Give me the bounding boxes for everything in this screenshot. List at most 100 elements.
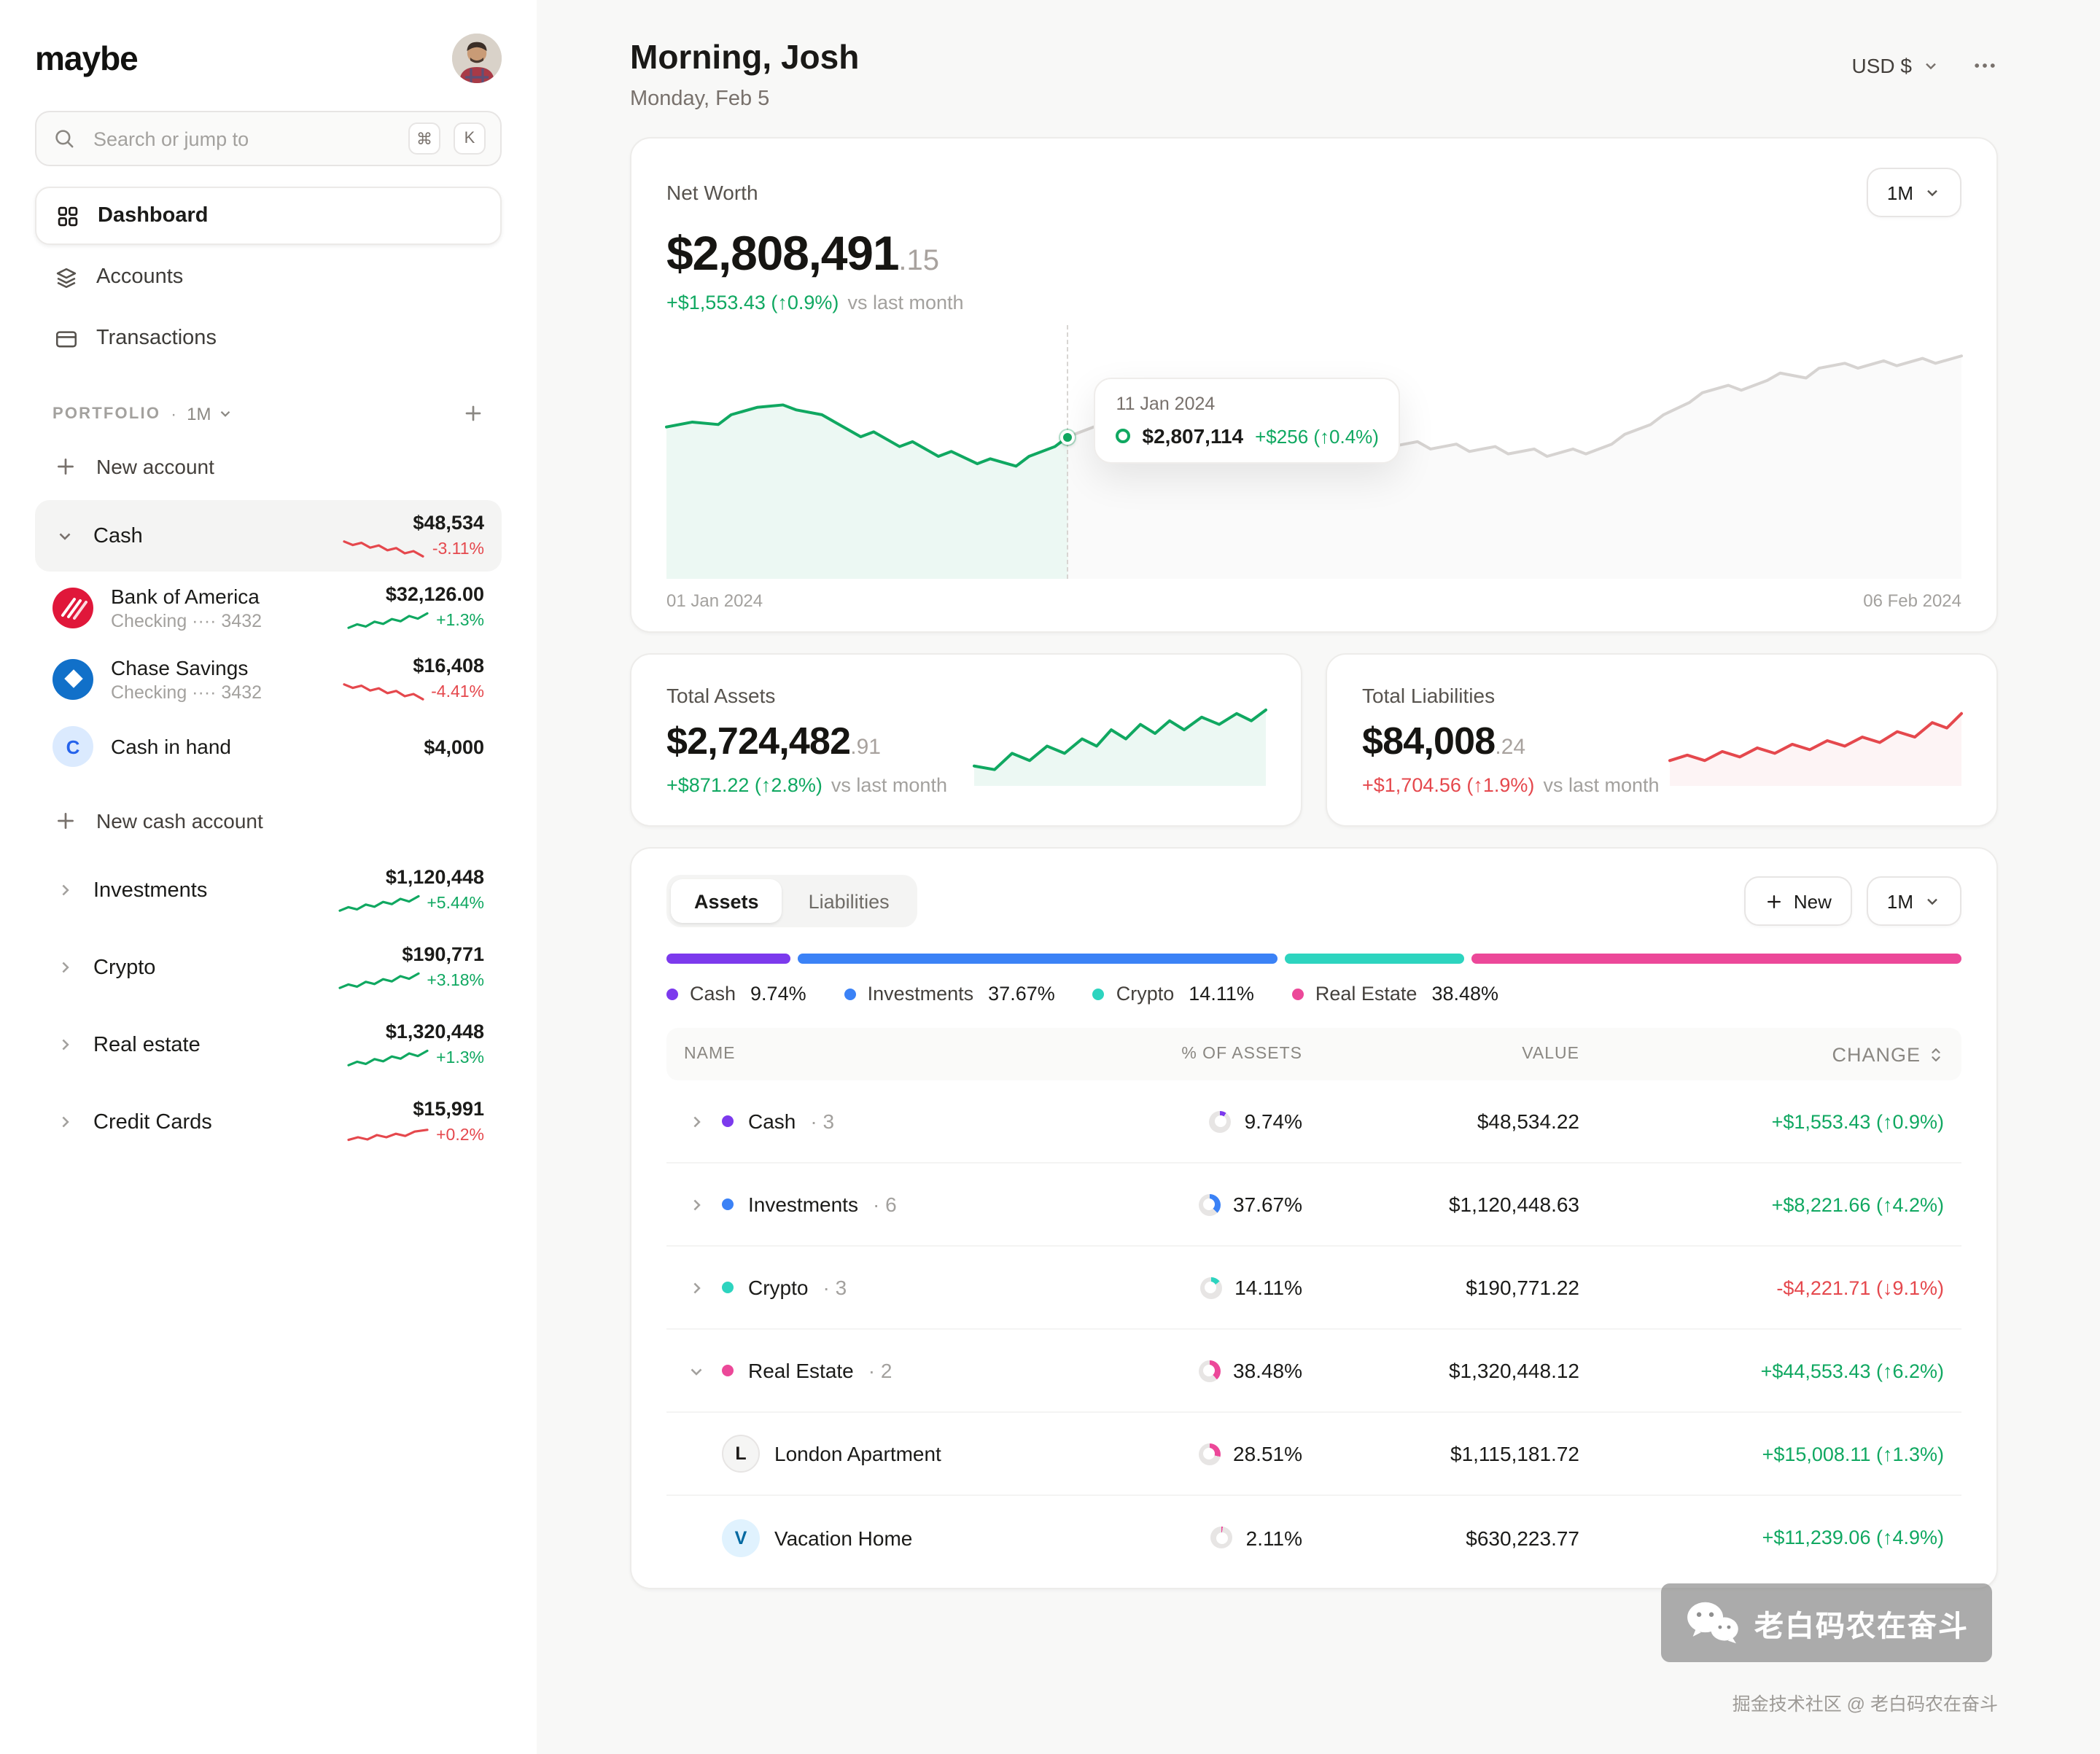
portfolio-label: PORTFOLIO (52, 405, 161, 422)
new-cash-account-button[interactable]: New cash account (35, 790, 502, 851)
group-change: +5.44% (427, 894, 484, 912)
category-dot (722, 1282, 734, 1293)
group-change: +3.18% (427, 972, 484, 989)
legend-dot (844, 988, 856, 999)
tooltip-marker-icon (1116, 429, 1131, 444)
table-row-investments[interactable]: Investments · 6 37.67% $1,120,448.63 +$8… (666, 1164, 1961, 1247)
chevron-right-icon[interactable] (52, 881, 76, 900)
bank-of-america-logo (52, 587, 93, 628)
user-avatar[interactable] (452, 34, 502, 83)
net-worth-line-chart (666, 334, 1961, 579)
sidebar-item-accounts[interactable]: Accounts (35, 248, 502, 306)
allocation-segment-real-estate (1471, 954, 1962, 964)
account-row-chase[interactable]: Chase Savings Checking ···· 3432 $16,408… (35, 643, 502, 714)
asset-liability-tabs: Assets Liabilities (666, 875, 917, 927)
pct-donut-icon (1198, 1443, 1221, 1465)
group-change: +1.3% (436, 1049, 484, 1067)
search-bar[interactable]: ⌘ K (35, 111, 502, 166)
table-row-real-estate[interactable]: Real Estate · 2 38.48% $1,320,448.12 +$4… (666, 1330, 1961, 1413)
tooltip-change: +$256 (↑0.4%) (1255, 425, 1379, 448)
total-liabilities-label: Total Liabilities (1362, 684, 1496, 707)
chevron-down-icon (1927, 190, 1937, 197)
new-account-button[interactable]: New account (35, 436, 502, 497)
allocation-segment-investments (798, 954, 1278, 964)
group-value: $190,771 (402, 943, 484, 965)
cash-in-hand-logo: C (52, 726, 93, 767)
chevron-right-icon[interactable] (684, 1112, 707, 1131)
tooltip-date: 11 Jan 2024 (1116, 394, 1216, 415)
wechat-watermark: 老白码农在奋斗 (1661, 1583, 1992, 1662)
group-name: Credit Cards (93, 1110, 212, 1134)
nav-label: Accounts (96, 265, 184, 289)
table-row-vacation-home[interactable]: V Vacation Home 2.11% $630,223.77 +$11,2… (666, 1496, 1961, 1579)
cash-group-row[interactable]: Cash $48,534 -3.11% (35, 500, 502, 572)
chevron-right-icon[interactable] (52, 1035, 76, 1054)
chevron-down-icon[interactable] (684, 1361, 707, 1380)
sort-icon[interactable] (1928, 1045, 1944, 1064)
hover-point (1060, 429, 1076, 445)
chevron-down-icon (220, 411, 230, 417)
chevron-right-icon[interactable] (684, 1195, 707, 1214)
sidebar-group-investments[interactable]: Investments $1,120,448 +5.44% (35, 851, 502, 929)
new-asset-button[interactable]: New (1743, 876, 1852, 926)
sparkline (339, 970, 418, 991)
group-name: Real estate (93, 1033, 201, 1056)
account-change: -4.41% (431, 683, 484, 701)
chevron-down-icon[interactable] (52, 526, 76, 545)
currency-select[interactable]: USD $ (1852, 54, 1940, 77)
tab-assets[interactable]: Assets (671, 879, 782, 923)
sidebar-item-dashboard[interactable]: Dashboard (35, 187, 502, 245)
total-assets-label: Total Assets (666, 684, 776, 707)
account-value: $32,126.00 (385, 583, 484, 605)
assets-sparkline (974, 695, 1266, 785)
net-worth-chart[interactable]: 11 Jan 2024 $2,807,114 +$256 (↑0.4%) (666, 325, 1961, 579)
dashboard-grid-icon (54, 203, 80, 228)
breakdown-card: Assets Liabilities New 1M (630, 847, 1998, 1589)
more-menu-icon[interactable] (1972, 52, 1998, 79)
wechat-icon (1687, 1602, 1738, 1644)
portfolio-period-select[interactable]: 1M (187, 403, 233, 424)
net-worth-label: Net Worth (666, 181, 758, 204)
sidebar-group-crypto[interactable]: Crypto $190,771 +3.18% (35, 929, 502, 1006)
axis-end-label: 06 Feb 2024 (1863, 590, 1961, 611)
table-header: NAME % OF ASSETS VALUE CHANGE (666, 1028, 1961, 1080)
allocation-segment-crypto (1284, 954, 1465, 964)
search-input[interactable] (90, 126, 395, 151)
legend-item: Investments 37.67% (844, 983, 1055, 1005)
sparkline (343, 681, 422, 703)
breakdown-period-select[interactable]: 1M (1866, 876, 1961, 926)
account-change: +1.3% (436, 612, 484, 629)
sidebar-group-credit-cards[interactable]: Credit Cards $15,991 +0.2% (35, 1083, 502, 1161)
table-row-crypto[interactable]: Crypto · 3 14.11% $190,771.22 -$4,221.71… (666, 1247, 1961, 1330)
account-initial-badge: V (722, 1519, 760, 1556)
table-row-london-apartment[interactable]: L London Apartment 28.51% $1,115,181.72 … (666, 1413, 1961, 1496)
watermark-text: 老白码农在奋斗 (1754, 1610, 1969, 1642)
vs-last-month: vs last month (847, 292, 964, 313)
sidebar-group-real-estate[interactable]: Real estate $1,320,448 +1.3% (35, 1006, 502, 1083)
page-date: Monday, Feb 5 (630, 87, 770, 111)
account-row-cash-in-hand[interactable]: C Cash in hand $4,000 (35, 714, 502, 779)
account-initial-badge: L (722, 1435, 760, 1473)
account-row-bofa[interactable]: Bank of America Checking ···· 3432 $32,1… (35, 572, 502, 643)
sparkline (345, 538, 424, 560)
sidebar-item-transactions[interactable]: Transactions (35, 309, 502, 367)
chevron-right-icon[interactable] (684, 1278, 707, 1297)
sparkline (349, 1047, 427, 1069)
pct-donut-icon (1210, 1527, 1233, 1548)
total-liabilities-card: Total Liabilities $84,008.24 +$1,704.56 … (1326, 653, 1998, 827)
net-worth-period-select[interactable]: 1M (1866, 168, 1961, 217)
pct-donut-icon (1198, 1360, 1221, 1381)
account-sub: Checking ···· 3432 (111, 610, 262, 631)
group-value: $1,120,448 (385, 866, 484, 888)
portfolio-add-icon[interactable] (462, 402, 484, 424)
chevron-right-icon[interactable] (52, 958, 76, 977)
chevron-right-icon[interactable] (52, 1112, 76, 1131)
nav-label: Transactions (96, 327, 217, 350)
table-row-cash[interactable]: Cash · 3 9.74% $48,534.22 +$1,553.43 (↑0… (666, 1080, 1961, 1164)
plus-icon (1767, 894, 1781, 908)
group-change: +0.2% (436, 1126, 484, 1144)
tab-liabilities[interactable]: Liabilities (785, 879, 913, 923)
legend-item: Real Estate 38.48% (1291, 983, 1498, 1005)
legend-item: Crypto 14.11% (1092, 983, 1254, 1005)
